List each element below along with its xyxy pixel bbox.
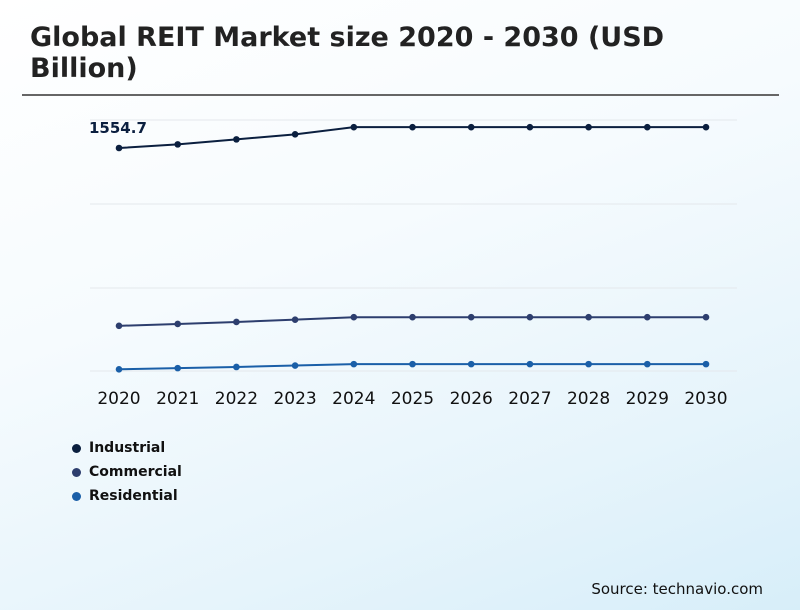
- point-commercial-2025: [409, 313, 416, 321]
- x-tick-label-2030: 2030: [684, 389, 727, 409]
- point-residential-2029: [644, 360, 651, 368]
- legend-marker-commercial: [72, 467, 81, 477]
- point-commercial-2026: [467, 313, 475, 321]
- source-credit: Source: technavio.com: [591, 580, 763, 598]
- point-commercial-2021: [174, 320, 181, 328]
- point-commercial-2028: [585, 313, 592, 321]
- chart-title: Global REIT Market size 2020 - 2030 (USD…: [30, 22, 665, 84]
- point-residential-2023: [291, 362, 299, 369]
- point-residential-2022: [233, 363, 240, 371]
- legend-label-residential: Residential: [89, 488, 178, 504]
- point-residential-2021: [174, 364, 181, 372]
- legend: Industrial Commercial Residential: [72, 436, 182, 508]
- x-tick-label-2025: 2025: [391, 389, 434, 409]
- point-industrial-2029: [644, 123, 651, 131]
- legend-marker-industrial: [72, 443, 81, 453]
- x-tick-label-2024: 2024: [332, 389, 375, 409]
- point-commercial-2024: [350, 313, 358, 321]
- point-commercial-2029: [644, 313, 651, 321]
- legend-label-industrial: Industrial: [89, 440, 166, 456]
- point-industrial-2025: [409, 123, 416, 131]
- x-tick-label-2023: 2023: [273, 389, 316, 409]
- x-tick-label-2020: 2020: [97, 389, 140, 409]
- point-industrial-2020: [115, 144, 123, 152]
- point-industrial-2030: [702, 123, 710, 131]
- series-lines: [118, 126, 706, 371]
- point-residential-2024: [350, 360, 358, 368]
- x-tick-label-2028: 2028: [567, 389, 610, 409]
- point-commercial-2027: [526, 313, 534, 321]
- point-industrial-2027: [526, 123, 534, 131]
- x-tick-label-2027: 2027: [508, 389, 551, 409]
- point-industrial-2028: [585, 123, 592, 131]
- point-residential-2026: [467, 360, 475, 368]
- point-commercial-2023: [291, 316, 299, 323]
- x-tick-label-2026: 2026: [450, 389, 493, 409]
- point-commercial-2020: [115, 322, 123, 330]
- x-axis-labels: 2020 2021 2022 2023 2024 2025 2026 2027 2028 2029…: [97, 389, 727, 409]
- title-divider: [22, 94, 779, 96]
- legend-label-commercial: Commercial: [89, 464, 182, 480]
- point-industrial-2026: [467, 123, 475, 131]
- point-commercial-2022: [233, 318, 240, 326]
- legend-item-commercial: Commercial: [72, 460, 182, 484]
- x-tick-label-2021: 2021: [156, 389, 199, 409]
- point-industrial-2022: [233, 136, 240, 143]
- point-residential-2020: [115, 365, 123, 373]
- x-tick-label-2029: 2029: [626, 389, 669, 409]
- point-industrial-2024: [350, 123, 358, 131]
- industrial-start-value-label: 1554.7: [89, 119, 147, 137]
- legend-item-residential: Residential: [72, 484, 182, 508]
- legend-marker-residential: [72, 491, 81, 501]
- point-commercial-2030: [702, 313, 710, 321]
- series-points: [115, 123, 710, 373]
- grid-lines: [90, 119, 737, 372]
- x-tick-label-2022: 2022: [215, 389, 258, 409]
- point-residential-2028: [585, 360, 592, 368]
- point-industrial-2023: [291, 131, 299, 138]
- point-residential-2025: [409, 360, 416, 368]
- point-industrial-2021: [174, 141, 181, 148]
- point-residential-2027: [526, 360, 534, 368]
- point-residential-2030: [702, 360, 710, 368]
- legend-item-industrial: Industrial: [72, 436, 182, 460]
